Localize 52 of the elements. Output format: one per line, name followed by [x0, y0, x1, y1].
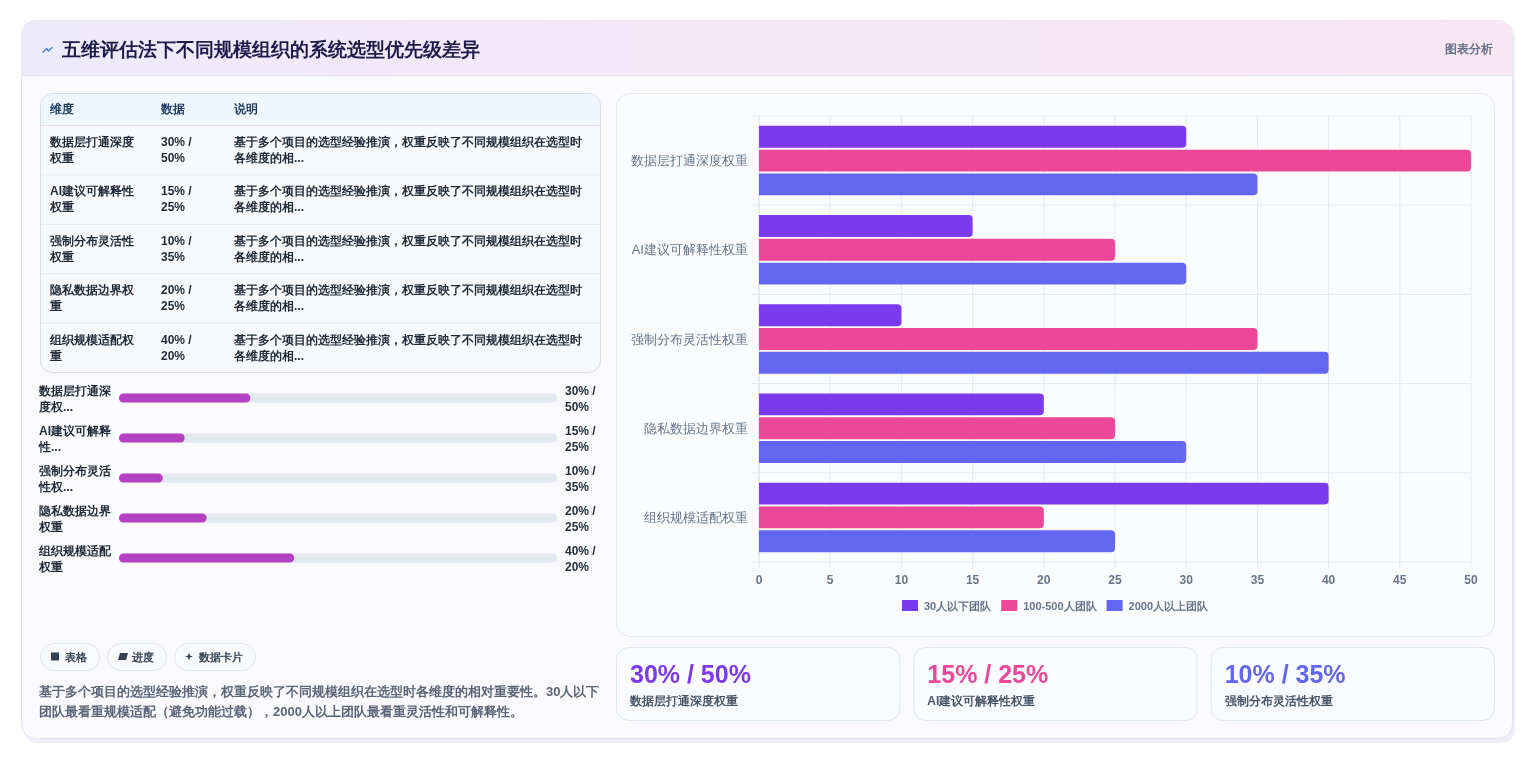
y-tick-label: 隐私数据边界权重	[644, 420, 748, 436]
text: 五维评估法下不同规模组织的系统选型优先级差异	[61, 39, 480, 60]
bar	[759, 417, 1115, 440]
bar	[759, 215, 973, 237]
text: 维度	[49, 102, 74, 116]
category-label: 强制分布灵活性权重	[1224, 694, 1333, 708]
bar	[759, 506, 1044, 529]
bar	[759, 304, 902, 327]
y-tick-label: 组织规模适配权重	[644, 510, 748, 526]
data-label: 基于多个项目的选型经验推演，权重反映了不同规模组织在选型时各维度的相...	[233, 283, 582, 314]
bar	[759, 149, 1471, 172]
data-label: 基于多个项目的选型经验推演，权重反映了不同规模组织在选型时各维度的相...	[233, 184, 582, 215]
y-tick-label: AI建议可解释性权重	[631, 242, 748, 258]
bar	[759, 393, 1044, 416]
y-tick-label: 强制分布灵活性权重	[631, 331, 748, 347]
bar	[759, 173, 1258, 196]
x-tick-label: 50	[1464, 573, 1478, 587]
bar	[759, 262, 1187, 285]
text: 基于多个项目的选型经验推演，权重反映了不同规模组织在选型时各维度的相对重要性。30人以下团队最看重规模适配（避免功能过载），2000人以上团队最看重灵活性和可解释性。	[38, 684, 600, 719]
bar	[759, 328, 1258, 350]
category-label: AI建议可解释性权重	[927, 694, 1036, 708]
bar	[759, 351, 1329, 374]
category-label: 进度	[131, 651, 154, 663]
legend-label: 30人以下团队	[923, 600, 993, 613]
x-tick-label: 25	[1108, 573, 1122, 587]
text: 说明	[233, 102, 258, 116]
bar	[759, 441, 1187, 463]
text: 图表分析	[1445, 42, 1493, 56]
x-tick-label: 5	[826, 573, 834, 587]
y-tick-label: 数据层打通深度权重	[631, 153, 748, 169]
x-tick-label: 35	[1250, 573, 1265, 587]
x-tick-label: 0	[755, 573, 763, 587]
x-tick-label: 45	[1393, 573, 1407, 587]
x-tick-label: 40	[1321, 573, 1336, 587]
x-tick-label: 30	[1179, 573, 1194, 587]
bar	[759, 238, 1115, 261]
legend-label: 100-500人团队	[1023, 600, 1098, 613]
data-label: 基于多个项目的选型经验推演，权重反映了不同规模组织在选型时各维度的相...	[233, 135, 582, 166]
bar	[759, 530, 1115, 553]
bar	[759, 482, 1329, 505]
text: 15% / 25%	[927, 660, 1049, 688]
bar	[759, 125, 1187, 148]
text: 10% / 35%	[1224, 660, 1346, 688]
x-tick-label: 15	[965, 573, 980, 587]
text: 30% / 50%	[630, 660, 751, 688]
category-label: 数据卡片	[198, 651, 243, 663]
legend-label: 2000人以上团队	[1128, 600, 1210, 613]
x-tick-label: 20	[1037, 573, 1051, 587]
category-label: 表格	[64, 651, 88, 663]
data-label: 基于多个项目的选型经验推演，权重反映了不同规模组织在选型时各维度的相...	[233, 332, 582, 363]
data-label: 基于多个项目的选型经验推演，权重反映了不同规模组织在选型时各维度的相...	[233, 233, 582, 264]
x-tick-label: 10	[894, 573, 909, 587]
